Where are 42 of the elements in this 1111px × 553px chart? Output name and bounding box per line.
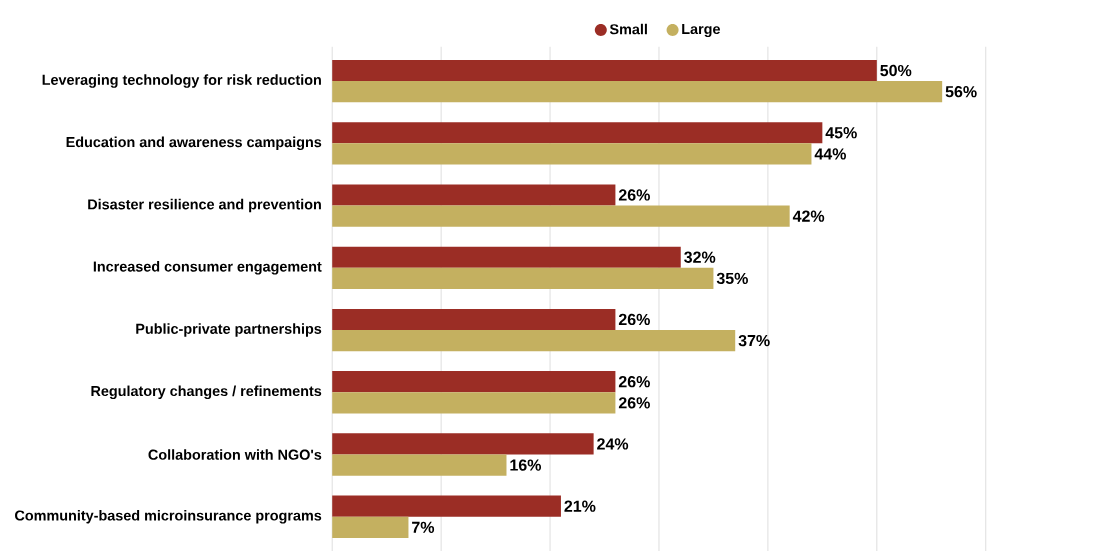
bar bbox=[332, 246, 681, 268]
bar bbox=[332, 308, 616, 330]
bar bbox=[332, 267, 714, 289]
bar bbox=[332, 59, 877, 81]
data-label: 37% bbox=[738, 334, 770, 347]
y-tick-label: Collaboration with NGO's bbox=[148, 449, 322, 460]
data-label: 26% bbox=[618, 189, 650, 201]
bar bbox=[332, 329, 736, 351]
y-tick-label: Public-private partnerships bbox=[136, 323, 322, 337]
y-tick-label: Regulatory changes / refinements bbox=[91, 385, 322, 399]
y-tick-label: Community-based microinsurance programs bbox=[15, 509, 322, 524]
data-label: 7% bbox=[412, 521, 435, 533]
bar bbox=[332, 121, 823, 144]
data-label: 16% bbox=[510, 459, 542, 471]
y-tick-label: Education and awareness campaigns bbox=[66, 136, 322, 150]
data-label: 26% bbox=[618, 313, 650, 325]
data-label: 26% bbox=[618, 396, 650, 409]
y-tick-label: Increased consumer engagement bbox=[93, 260, 322, 275]
data-label: 21% bbox=[564, 500, 596, 512]
data-label: 26% bbox=[618, 375, 650, 388]
bar bbox=[332, 433, 594, 455]
data-label: 45% bbox=[825, 126, 857, 139]
y-tick-label: Disaster resilience and prevention bbox=[88, 198, 321, 213]
data-label: 50% bbox=[880, 64, 912, 76]
data-label: 32% bbox=[684, 251, 716, 263]
legend-label: Small bbox=[609, 23, 647, 35]
bar bbox=[332, 454, 507, 476]
bar bbox=[332, 516, 409, 538]
bar bbox=[332, 143, 812, 165]
data-label: 35% bbox=[716, 272, 748, 284]
bar bbox=[332, 205, 790, 227]
data-label: 24% bbox=[597, 438, 629, 450]
data-label: 42% bbox=[792, 210, 825, 222]
bar bbox=[332, 184, 616, 206]
bar bbox=[332, 495, 561, 517]
bar bbox=[332, 80, 943, 103]
legend-label: Large bbox=[682, 23, 720, 37]
y-tick-label: Leveraging technology for risk reduction bbox=[42, 74, 321, 88]
data-label: 44% bbox=[814, 148, 846, 160]
data-label: 56% bbox=[945, 85, 977, 98]
bar bbox=[332, 392, 616, 414]
bar bbox=[332, 370, 616, 393]
